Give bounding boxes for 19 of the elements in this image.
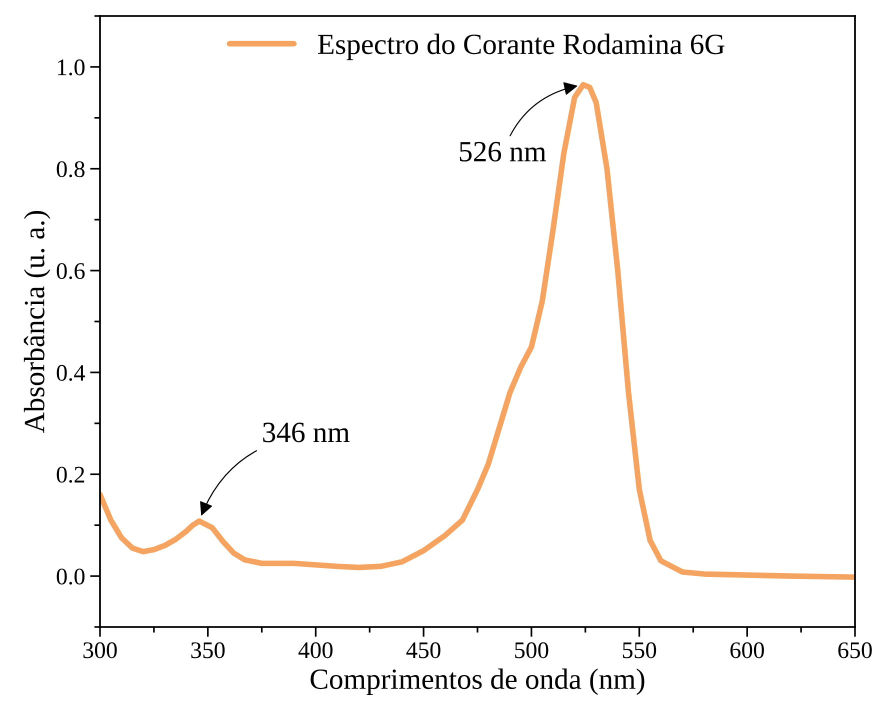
x-tick-label: 450	[406, 642, 440, 658]
y-tick-label: 1.0	[58, 59, 85, 76]
y-tick-label: 0.6	[56, 263, 85, 280]
y-tick-label: 0.2	[56, 466, 84, 483]
y-tick-label: 0.4	[56, 364, 86, 381]
x-tick-label: 550	[622, 642, 656, 658]
y-tick-label: 0.0	[56, 568, 85, 585]
x-tick-label: 350	[191, 642, 225, 658]
x-tick-label: 300	[83, 642, 117, 658]
x-tick-label: 500	[515, 642, 548, 658]
x-tick-label: 400	[298, 642, 333, 658]
legend-label: Espectro do Corante Rodamina 6G	[318, 34, 724, 60]
annotation: 526 nm	[460, 142, 546, 162]
y-axis-title: Absorbância (u. a.)	[24, 211, 50, 433]
x-axis-title: Comprimentos de onda (nm)	[310, 668, 644, 695]
annotation: 346 nm	[263, 422, 350, 442]
x-tick-label: 600	[730, 642, 764, 658]
x-tick-label: 650	[838, 642, 872, 658]
y-tick-label: 0.8	[56, 161, 85, 178]
